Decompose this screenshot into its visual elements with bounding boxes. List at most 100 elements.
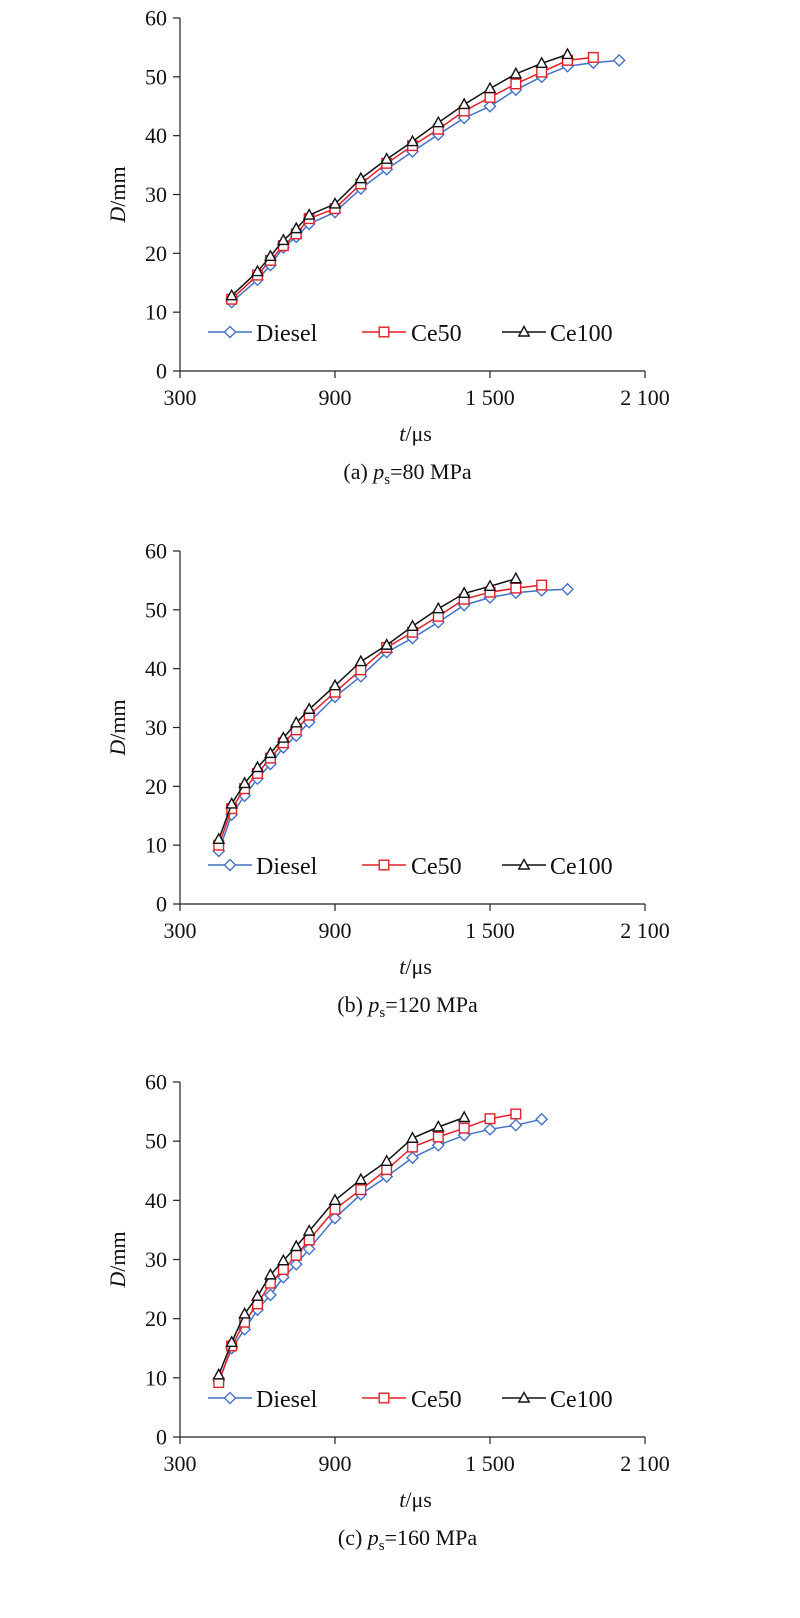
data-point-ce50	[510, 582, 522, 594]
y-tick-label: 30	[145, 182, 167, 207]
legend-item-ce100: Ce100	[502, 854, 613, 880]
x-tick-label: 1 500	[465, 385, 515, 410]
x-axis-title-unit: /μs	[405, 1487, 431, 1512]
x-tick-label: 300	[164, 385, 197, 410]
data-point-ce50	[407, 1141, 419, 1153]
y-tick-label: 60	[145, 6, 167, 31]
series-diesel	[212, 1112, 549, 1388]
legend-label: Diesel	[256, 1387, 318, 1413]
caption-prefix: (a)	[343, 459, 373, 484]
data-point-ce100	[276, 1253, 290, 1266]
data-point-ce50	[355, 664, 367, 676]
y-tick-label: 10	[145, 1365, 167, 1390]
data-point-ce100	[225, 797, 239, 809]
data-point-ce100	[431, 1120, 445, 1132]
y-tick-label: 10	[145, 833, 167, 858]
data-point-diesel	[561, 582, 574, 596]
series-diesel	[225, 53, 626, 309]
y-axis-title-unit: /mm	[105, 166, 130, 206]
data-point-ce100	[238, 776, 251, 789]
data-point-diesel	[302, 1242, 316, 1256]
data-point-diesel	[612, 53, 626, 67]
x-axis-title-var: t	[399, 421, 406, 446]
data-point-ce100	[251, 264, 264, 277]
data-point-ce100	[328, 1193, 342, 1206]
series-line-ce50	[218, 1113, 516, 1383]
y-tick-label: 60	[145, 1070, 167, 1095]
data-point-diesel	[535, 1112, 549, 1126]
panel-caption: (a) ps=80 MPa	[343, 459, 471, 488]
data-point-ce50	[432, 1131, 444, 1143]
legend-item-ce50: Ce50	[362, 321, 462, 347]
y-tick-label: 20	[145, 774, 167, 799]
data-point-ce50	[458, 1122, 470, 1134]
data-point-ce100	[264, 249, 277, 261]
data-point-ce100	[457, 1110, 471, 1123]
data-point-ce100	[380, 152, 394, 164]
series-line-diesel	[218, 588, 568, 852]
data-point-ce100	[380, 638, 394, 650]
y-axis-title: D/mm	[105, 166, 130, 223]
y-tick-label: 50	[145, 64, 167, 89]
y-axis-title: D/mm	[105, 699, 130, 756]
series-ce50	[213, 579, 548, 851]
series-line-diesel	[231, 59, 620, 303]
data-point-ce100	[406, 1131, 419, 1143]
data-point-ce100	[406, 619, 419, 632]
data-point-ce50	[587, 51, 599, 63]
legend-label: Ce100	[550, 1387, 613, 1413]
y-axis-title-unit: /mm	[105, 1231, 130, 1271]
legend-marker-triangle-icon	[517, 858, 531, 870]
caption-subscript: s	[379, 1005, 385, 1021]
data-point-ce100	[431, 601, 445, 614]
data-point-ce100	[264, 746, 277, 759]
x-tick-label: 2 100	[620, 385, 670, 410]
data-point-ce100	[276, 731, 290, 743]
series-ce50	[213, 1108, 522, 1389]
series-line-ce100	[218, 577, 517, 840]
data-point-ce100	[509, 66, 523, 79]
caption-subscript: s	[379, 1538, 385, 1554]
x-tick-label: 2 100	[620, 918, 670, 943]
series-ce100	[212, 571, 523, 844]
data-point-ce100	[212, 832, 226, 844]
legend-marker-square-icon	[378, 1392, 390, 1404]
x-axis-title-unit: /μs	[405, 421, 431, 446]
x-tick-label: 2 100	[620, 1451, 670, 1476]
data-point-diesel	[483, 1122, 497, 1136]
legend-item-diesel: Diesel	[208, 321, 318, 347]
data-point-ce50	[536, 579, 548, 591]
series-ce100	[225, 47, 574, 301]
data-point-ce100	[289, 221, 303, 234]
data-point-ce100	[225, 1335, 239, 1348]
caption-var: p	[366, 992, 379, 1017]
data-point-ce100	[457, 586, 471, 599]
panel-caption: (b) ps=120 MPa	[337, 992, 478, 1021]
series-line-diesel	[218, 1118, 542, 1382]
data-point-ce100	[302, 208, 316, 220]
data-point-ce100	[289, 1239, 303, 1252]
data-point-diesel	[483, 99, 497, 113]
x-tick-label: 1 500	[465, 918, 515, 943]
y-tick-label: 20	[145, 241, 167, 266]
y-tick-label: 50	[145, 1129, 167, 1154]
data-point-ce50	[329, 1203, 341, 1215]
data-point-ce50	[484, 91, 496, 103]
data-point-ce50	[277, 1264, 289, 1276]
x-tick-label: 900	[319, 1451, 352, 1476]
data-point-ce100	[354, 1172, 368, 1185]
x-tick-label: 900	[319, 385, 352, 410]
data-point-ce100	[457, 97, 471, 110]
chart-panel-c: 0 10 20 30 40 50 60 300 900 1 500 2 100 t/μs D/mm Die…	[105, 1070, 670, 1555]
legend-marker-square-icon	[378, 859, 390, 871]
y-axis-title-var: D	[105, 740, 130, 757]
y-axis-title-unit: /mm	[105, 699, 130, 739]
caption-subscript: s	[384, 472, 390, 488]
data-point-ce100	[431, 115, 445, 128]
data-point-ce100	[264, 1267, 277, 1280]
x-axis-title: t/μs	[399, 1487, 432, 1512]
data-point-ce100	[302, 1224, 316, 1236]
y-tick-label: 10	[145, 300, 167, 325]
x-axis-title: t/μs	[399, 954, 432, 979]
